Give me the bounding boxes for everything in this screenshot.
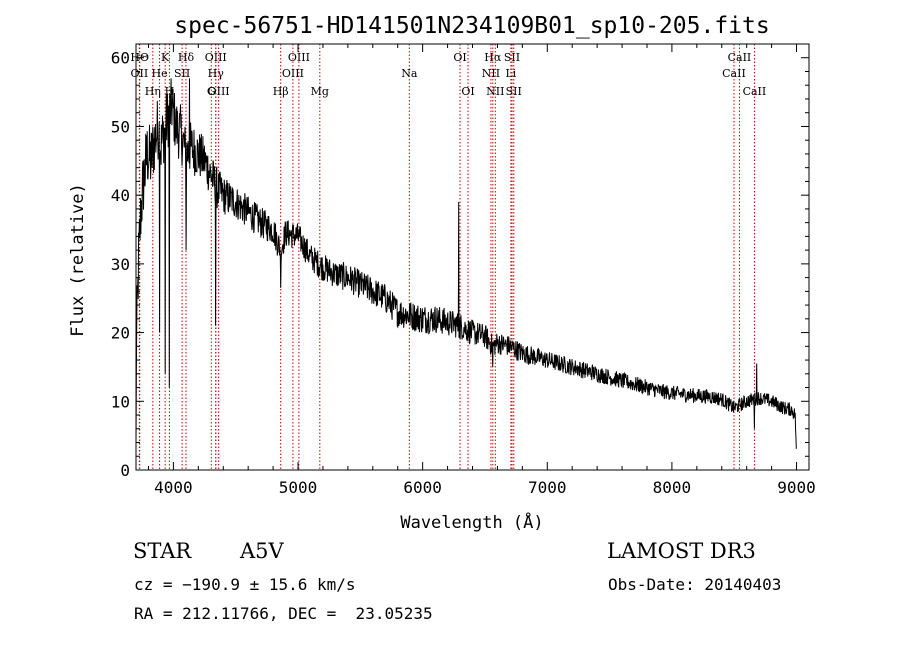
y-tick-label: 10 [111, 392, 130, 411]
line-marker-label: OIII [205, 51, 227, 64]
x-tick-label: 8000 [653, 478, 692, 497]
x-tick-label: 7000 [528, 478, 567, 497]
line-marker-label: OI [461, 85, 474, 98]
obs-date: Obs-Date: 20140403 [608, 575, 782, 594]
x-tick-label: 5000 [279, 478, 318, 497]
x-axis-label: Wavelength (Å) [400, 511, 543, 533]
object-class: STAR [133, 539, 192, 563]
line-marker-label: Hγ [208, 67, 225, 80]
line-marker-label: SII [506, 85, 522, 98]
y-tick-label: 60 [111, 49, 130, 68]
y-tick-label: 30 [111, 255, 130, 274]
spectrum-line [135, 78, 797, 449]
y-tick-label: 40 [111, 186, 130, 205]
line-marker-label: OIII [288, 51, 310, 64]
line-marker-label: Hδ [178, 51, 195, 64]
spectrum-layer [135, 78, 797, 449]
axis-ticks: 4000 5000 6000 7000 8000 9000 0 10 20 30 40 50 60 [111, 44, 816, 497]
line-marker-label: Hβ [273, 85, 289, 98]
line-marker-label: G [207, 85, 216, 98]
x-tick-label: 6000 [403, 478, 442, 497]
line-marker-label: NII [482, 67, 500, 80]
y-tick-label: 50 [111, 117, 130, 136]
line-marker-label: Hα [484, 51, 502, 64]
line-marker-label: CaII [722, 67, 746, 80]
y-tick-label: 0 [120, 461, 130, 480]
line-marker-label: CaII [728, 51, 752, 64]
survey-name: LAMOST DR3 [607, 539, 756, 563]
line-marker-label: CaII [743, 85, 767, 98]
coordinates: RA = 212.11766, DEC = 23.05235 [134, 604, 433, 623]
line-marker-label: K [161, 51, 170, 64]
line-marker-label: He [152, 67, 168, 80]
y-axis-label: Flux (relative) [68, 183, 88, 337]
redshift-cz: cz = −190.9 ± 15.6 km/s [134, 575, 356, 594]
line-marker-label: Na [401, 67, 418, 80]
line-marker-label: NII [486, 85, 504, 98]
chart-title: spec-56751-HD141501N234109B01_sp10-205.f… [174, 13, 769, 39]
line-marker-label: OIII [208, 85, 230, 98]
line-marker-label: OI [453, 51, 466, 64]
line-marker-label: OIII [282, 67, 304, 80]
line-markers: HΘKHδOIIHeSIIOIIIHγGOIIIHηHOIIIOIIIHβMgN… [130, 44, 766, 470]
line-marker-label: Li [505, 67, 516, 80]
line-marker-label: H [165, 85, 175, 98]
y-tick-label: 20 [111, 324, 130, 343]
line-marker-label: Hη [145, 85, 161, 98]
x-tick-label: 9000 [777, 478, 816, 497]
line-marker-label: SII [174, 67, 190, 80]
plot-frame [135, 43, 810, 471]
object-subclass: A5V [240, 539, 284, 563]
line-marker-label: Mg [311, 85, 329, 98]
line-marker-label: OII [131, 67, 149, 80]
x-tick-label: 4000 [154, 478, 193, 497]
line-marker-label: SII [504, 51, 520, 64]
